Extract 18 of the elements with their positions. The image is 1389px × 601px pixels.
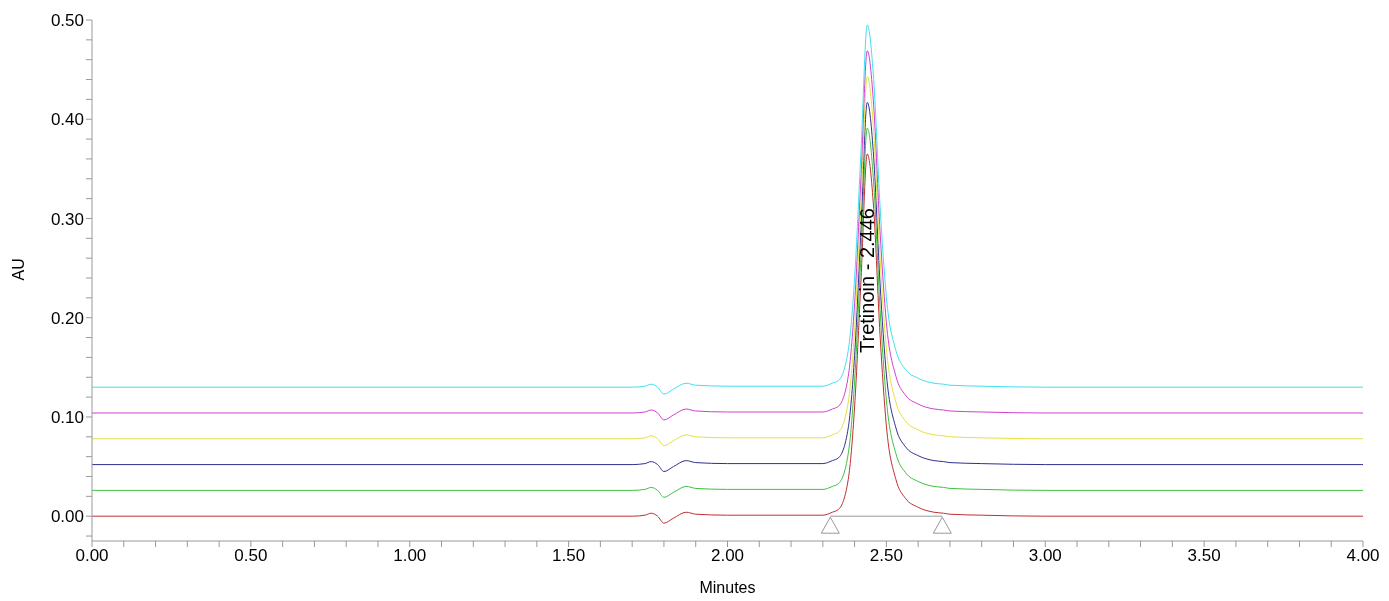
x-tick-label: 1.00 — [393, 546, 427, 566]
y-tick-label: 0.40 — [50, 110, 84, 130]
y-axis-title: AU — [9, 258, 27, 281]
y-tick-label: 0.10 — [50, 407, 84, 427]
y-tick-label: 0.30 — [50, 209, 84, 229]
x-tick-label: 1.50 — [552, 546, 586, 566]
x-tick-label: 3.50 — [1187, 546, 1221, 566]
y-tick-label: 0.20 — [50, 308, 84, 328]
annotation: Tretinoin - 2.446 — [856, 208, 879, 353]
y-tick-label: 0.00 — [50, 507, 84, 527]
x-tick-label: 0.00 — [75, 546, 109, 566]
x-tick-label: 4.00 — [1346, 546, 1380, 566]
x-axis-title: Minutes — [699, 579, 756, 596]
y-tick-label: 0.50 — [50, 11, 84, 31]
x-tick-label: 0.50 — [234, 546, 268, 566]
x-tick-label: 3.00 — [1028, 546, 1062, 566]
x-tick-label: 2.00 — [710, 546, 745, 566]
x-tick-label: 2.50 — [869, 546, 903, 566]
